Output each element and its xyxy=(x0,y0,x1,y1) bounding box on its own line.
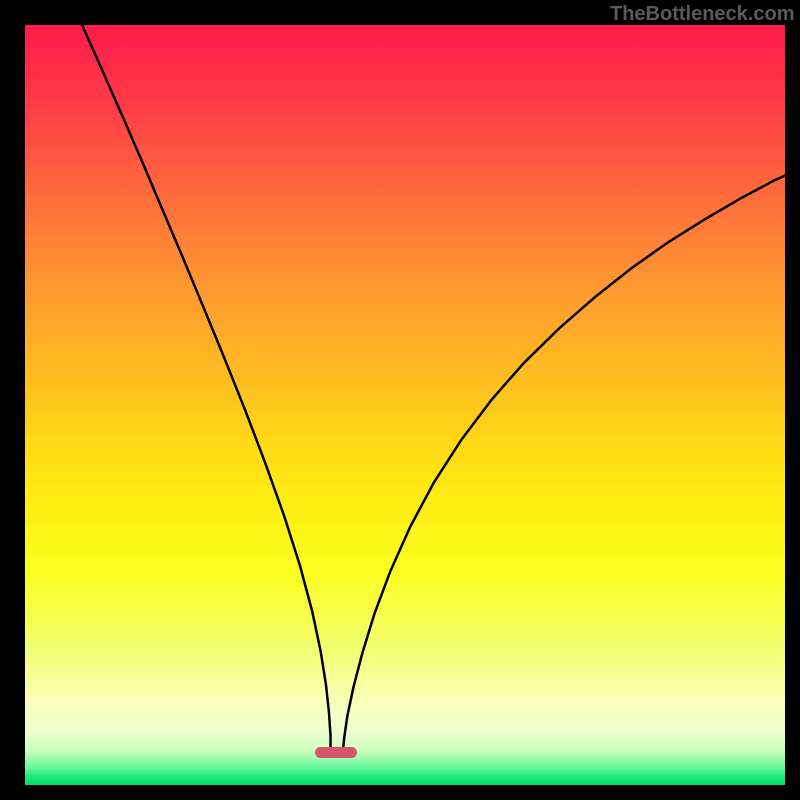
chart-container: TheBottleneck.com xyxy=(0,0,800,800)
optimal-marker xyxy=(315,747,357,758)
border-bottom xyxy=(0,785,800,800)
gradient-background xyxy=(25,25,785,785)
watermark-text: TheBottleneck.com xyxy=(610,3,794,26)
plot-area xyxy=(25,25,785,785)
border-left xyxy=(0,0,25,800)
border-right xyxy=(785,0,800,800)
